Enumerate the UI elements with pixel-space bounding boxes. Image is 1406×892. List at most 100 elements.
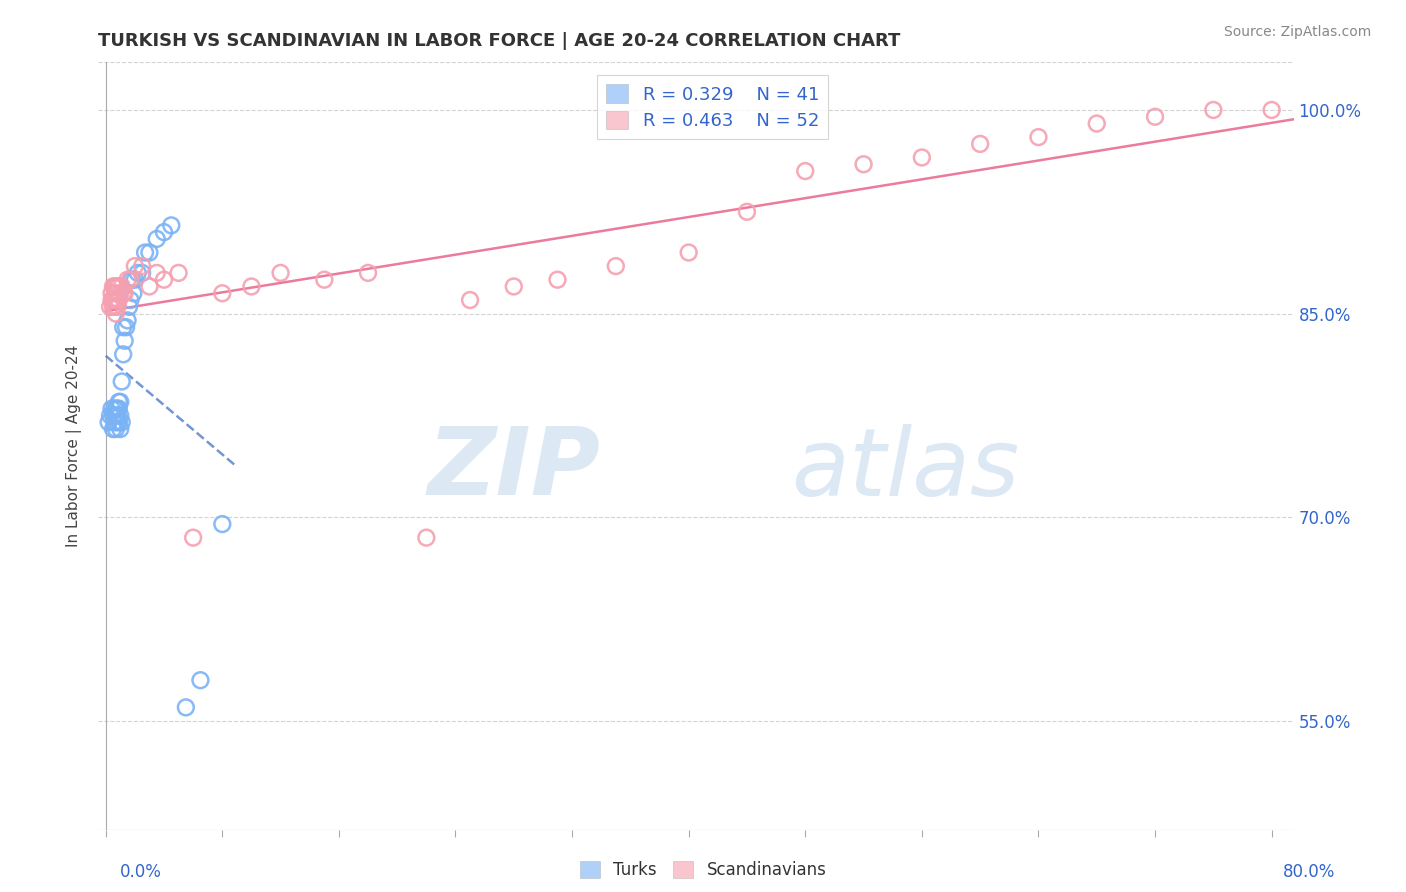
Point: [117, 273, 139, 287]
Point: [111, 279, 134, 293]
Text: ZIP: ZIP: [427, 423, 600, 515]
Point: [101, 300, 124, 314]
Point: [735, 204, 758, 219]
Point: [357, 266, 380, 280]
Point: [145, 232, 167, 246]
Point: [108, 279, 131, 293]
Point: [969, 136, 991, 151]
Point: [121, 273, 143, 287]
Point: [103, 293, 125, 307]
Point: [314, 273, 336, 287]
Point: [120, 273, 142, 287]
Point: [103, 415, 125, 429]
Point: [103, 401, 125, 416]
Point: [211, 517, 233, 532]
Point: [852, 157, 875, 171]
Point: [211, 286, 233, 301]
Point: [105, 401, 128, 416]
Point: [190, 673, 212, 688]
Text: 80.0%: 80.0%: [1284, 863, 1336, 881]
Point: [794, 164, 817, 178]
Point: [138, 279, 160, 293]
Point: [105, 409, 128, 423]
Point: [1202, 103, 1225, 117]
Point: [114, 286, 136, 301]
Point: [458, 293, 481, 307]
Point: [174, 700, 197, 714]
Point: [270, 266, 292, 280]
Point: [502, 279, 524, 293]
Point: [153, 225, 176, 239]
Point: [104, 293, 127, 307]
Text: TURKISH VS SCANDINAVIAN IN LABOR FORCE | AGE 20-24 CORRELATION CHART: TURKISH VS SCANDINAVIAN IN LABOR FORCE |…: [98, 32, 901, 50]
Legend: Turks, Scandinavians: Turks, Scandinavians: [575, 855, 831, 884]
Point: [104, 401, 127, 416]
Point: [1028, 130, 1050, 145]
Point: [1144, 110, 1167, 124]
Point: [101, 422, 124, 436]
Text: atlas: atlas: [792, 424, 1019, 515]
Point: [98, 409, 121, 423]
Point: [104, 422, 127, 436]
Point: [108, 293, 131, 307]
Point: [138, 245, 160, 260]
Point: [160, 219, 183, 233]
Point: [111, 375, 134, 389]
Point: [911, 151, 934, 165]
Point: [117, 313, 139, 327]
Point: [110, 409, 132, 423]
Point: [108, 415, 131, 429]
Point: [120, 293, 142, 307]
Point: [100, 293, 122, 307]
Point: [104, 409, 127, 423]
Point: [240, 279, 263, 293]
Point: [101, 409, 124, 423]
Point: [124, 259, 146, 273]
Point: [124, 273, 146, 287]
Text: 0.0%: 0.0%: [120, 863, 162, 881]
Point: [105, 293, 128, 307]
Point: [97, 415, 120, 429]
Point: [105, 279, 128, 293]
Point: [112, 286, 135, 301]
Point: [145, 266, 167, 280]
Point: [110, 286, 132, 301]
Point: [134, 245, 156, 260]
Point: [131, 259, 153, 273]
Point: [105, 300, 128, 314]
Point: [100, 401, 122, 416]
Point: [678, 245, 700, 260]
Point: [181, 531, 204, 545]
Point: [605, 259, 627, 273]
Point: [104, 307, 127, 321]
Point: [108, 395, 131, 409]
Point: [105, 415, 128, 429]
Point: [101, 293, 124, 307]
Point: [100, 286, 122, 301]
Point: [98, 300, 121, 314]
Point: [114, 334, 136, 348]
Point: [1085, 116, 1108, 130]
Point: [547, 273, 569, 287]
Point: [153, 273, 176, 287]
Point: [112, 347, 135, 361]
Point: [104, 286, 127, 301]
Point: [111, 415, 134, 429]
Point: [101, 279, 124, 293]
Point: [1260, 103, 1282, 117]
Point: [122, 286, 145, 301]
Legend: R = 0.329    N = 41, R = 0.463    N = 52: R = 0.329 N = 41, R = 0.463 N = 52: [598, 75, 828, 139]
Point: [103, 300, 125, 314]
Point: [108, 401, 131, 416]
Point: [110, 395, 132, 409]
Point: [131, 266, 153, 280]
Text: Source: ZipAtlas.com: Source: ZipAtlas.com: [1223, 25, 1371, 39]
Y-axis label: In Labor Force | Age 20-24: In Labor Force | Age 20-24: [66, 345, 83, 547]
Point: [118, 300, 141, 314]
Point: [104, 279, 127, 293]
Point: [110, 422, 132, 436]
Point: [115, 320, 138, 334]
Point: [127, 266, 149, 280]
Point: [167, 266, 190, 280]
Point: [415, 531, 437, 545]
